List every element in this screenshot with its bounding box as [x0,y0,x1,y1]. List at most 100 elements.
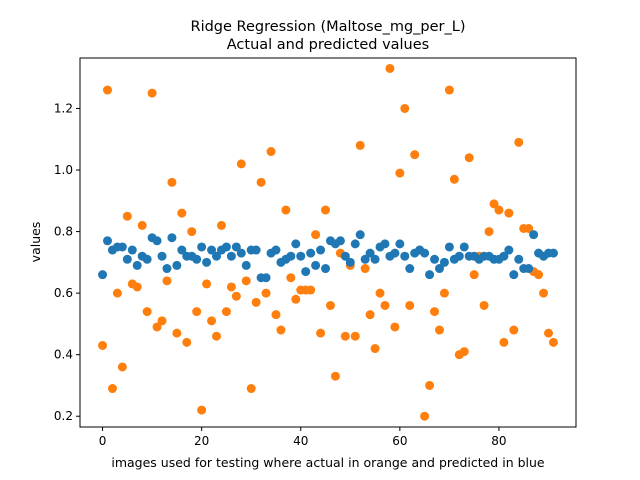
actual-point [355,140,365,150]
predicted-point [321,264,331,274]
predicted-point [132,260,142,270]
actual-point [479,300,489,310]
actual-point [167,177,177,187]
actual-point [157,316,167,326]
predicted-point [504,245,514,255]
predicted-point [509,270,519,280]
actual-point [152,322,162,332]
actual-point [439,288,449,298]
x-tick-label: 20 [194,434,209,448]
predicted-point [301,267,311,277]
actual-point [221,307,231,317]
actual-point [365,310,375,320]
actual-point [162,276,172,286]
actual-point [420,411,430,421]
x-axis-ticks: 0 20 40 60 80 [99,427,507,448]
predicted-point [405,264,415,274]
predicted-point [117,242,127,252]
predicted-point [98,270,108,280]
y-axis-label: values [28,222,43,263]
actual-point [192,307,202,317]
predicted-point [316,245,326,255]
actual-point [548,337,558,347]
actual-point [241,276,251,286]
predicted-point [350,239,360,249]
y-tick-label: 0.8 [54,225,73,239]
predicted-point [499,251,509,261]
actual-point [524,224,534,233]
predicted-point [142,254,152,264]
actual-point [112,288,122,298]
actual-point [306,285,316,295]
predicted-point [311,260,321,270]
actual-point [321,205,331,215]
predicted-point [360,254,370,264]
predicted-point [454,251,464,261]
predicted-point [177,245,187,255]
predicted-point [395,239,405,249]
actual-point [182,337,192,347]
predicted-point [548,248,558,258]
chart-subtitle: Actual and predicted values [227,37,429,53]
predicted-point [524,264,534,274]
actual-point [425,380,435,390]
y-tick-label: 1.2 [54,101,73,115]
actual-point [434,325,444,335]
predicted-point [192,254,202,264]
actual-point [360,264,370,274]
predicted-point [231,242,241,252]
predicted-point [172,260,182,270]
predicted-point [430,254,440,264]
y-tick-label: 0.4 [54,348,73,362]
predicted-point [152,236,162,246]
actual-point [231,291,241,301]
predicted-point [271,245,281,255]
predicted-point [420,248,430,258]
predicted-point [127,245,137,255]
actual-point [390,322,400,332]
actual-point [469,270,479,280]
data-points [98,63,558,421]
actual-point [261,288,271,298]
predicted-point [345,257,355,267]
predicted-point [251,245,261,255]
actual-point [400,103,410,113]
predicted-point [162,264,172,274]
actual-point [375,288,385,298]
predicted-point [202,257,212,267]
actual-point [380,300,390,310]
actual-point [117,362,127,372]
predicted-point [434,264,444,274]
predicted-point [335,236,345,246]
actual-point [197,405,207,415]
actual-point [276,325,286,335]
predicted-point [241,260,251,270]
actual-point [459,347,469,357]
plot-area-frame [79,57,577,428]
predicted-point [157,251,167,261]
predicted-point [390,248,400,258]
x-tick-label: 60 [392,434,407,448]
predicted-point [365,248,375,258]
predicted-point [306,248,316,258]
actual-point [216,220,226,230]
actual-point [410,150,420,160]
actual-point [147,88,157,98]
actual-point [202,279,212,289]
actual-point [325,300,335,310]
actual-point [370,344,380,354]
predicted-point [380,239,390,249]
actual-point [172,328,182,338]
predicted-point [444,242,454,252]
actual-point [499,337,509,347]
predicted-point [261,273,271,283]
x-tick-label: 40 [293,434,308,448]
predicted-point [167,233,177,243]
predicted-point [439,257,449,267]
predicted-point [122,254,132,264]
actual-point [177,208,187,218]
actual-point [226,282,236,292]
actual-point [494,205,504,215]
actual-point [291,294,301,304]
